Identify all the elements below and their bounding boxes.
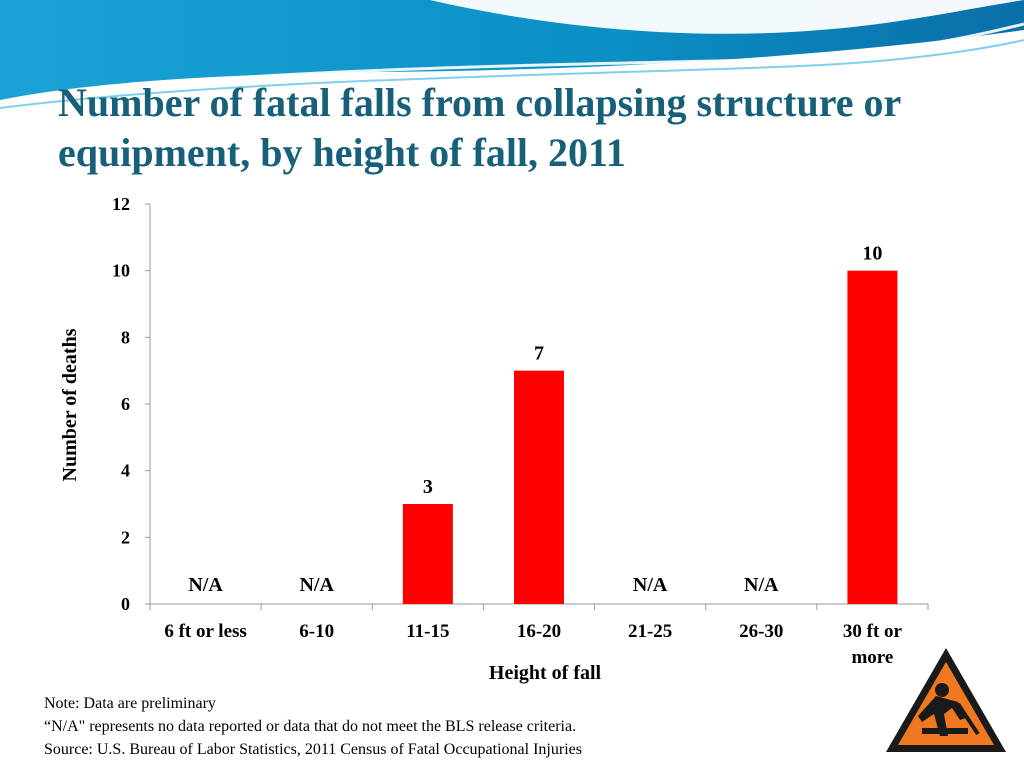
header-banner — [0, 0, 1024, 109]
note-source: Source: U.S. Bureau of Labor Statistics,… — [44, 741, 582, 758]
bar-series — [402, 270, 898, 604]
x-tick-label: 26-30 — [739, 621, 783, 642]
x-tick-label: 30 ft or more — [843, 621, 903, 668]
y-tick-label: 0 — [121, 594, 130, 614]
bar — [514, 370, 564, 604]
na-label: N/A — [188, 574, 223, 596]
x-axis: 6 ft or less 6-10 11-15 16-20 21-25 26-30 30 f… — [149, 603, 929, 668]
note-preliminary: Note: Data are preliminary — [44, 695, 216, 712]
x-tick-label: 21-25 — [628, 621, 672, 642]
x-tick-label: 6 ft or less — [164, 621, 247, 642]
y-tick-label: 12 — [112, 194, 130, 214]
bar — [847, 270, 898, 604]
x-tick-label: 16-20 — [517, 621, 561, 642]
na-label: N/A — [633, 574, 668, 596]
y-axis-title: Number of deaths — [59, 328, 81, 481]
slide-title: Number of fatal falls from collapsing st… — [58, 80, 901, 175]
data-labels: N/A N/A 3 7 N/A N/A 10 — [188, 243, 882, 596]
x-axis-title: Height of fall — [489, 662, 602, 684]
na-label: N/A — [744, 574, 779, 596]
warning-worker-icon — [886, 648, 1006, 752]
y-tick-label: 6 — [121, 394, 130, 414]
data-label: 7 — [534, 343, 544, 365]
x-tick-label: 6-10 — [299, 621, 334, 642]
y-tick-label: 4 — [121, 461, 130, 481]
bar — [402, 504, 453, 604]
y-tick-label: 8 — [121, 327, 130, 347]
y-axis: 0 2 4 6 8 10 12 — [112, 194, 151, 614]
x-tick-label: 11-15 — [406, 621, 449, 642]
footnotes: Note: Data are preliminary “N/A" represe… — [44, 692, 864, 761]
data-label: 3 — [423, 476, 433, 498]
y-tick-label: 2 — [121, 527, 130, 547]
y-tick-label: 10 — [112, 261, 130, 281]
note-na-definition: “N/A" represents no data reported or dat… — [44, 718, 577, 735]
data-label: 10 — [862, 243, 882, 265]
na-label: N/A — [299, 574, 334, 596]
